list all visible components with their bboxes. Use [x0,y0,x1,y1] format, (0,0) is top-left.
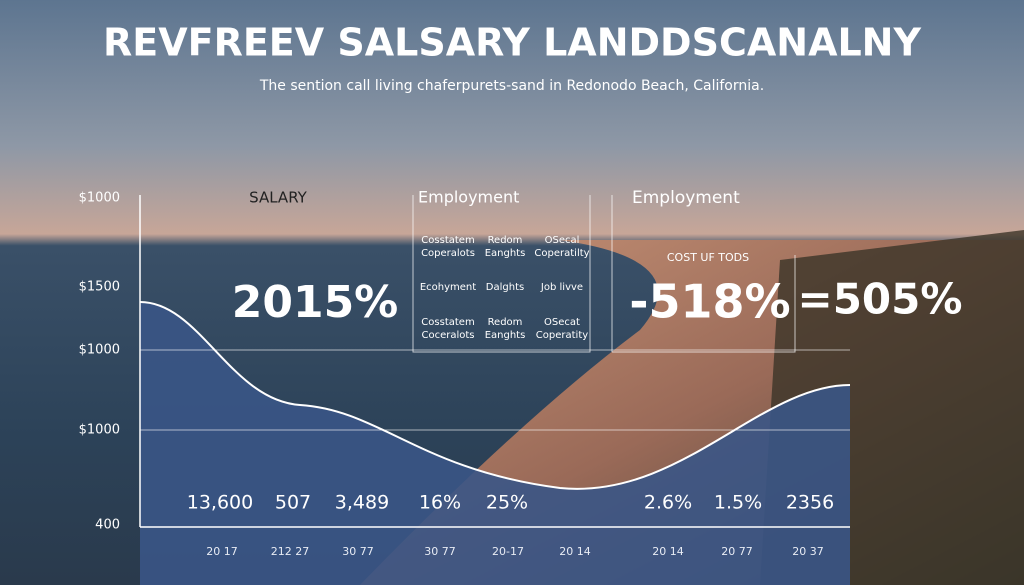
year-label: 20 14 [559,545,591,558]
panel-cell: Cosstatem Coperalots [421,235,475,259]
year-label: 30 77 [342,545,374,558]
panel-cell: OSecat Coperatity [536,317,588,341]
bottom-value: 25% [486,492,528,514]
year-label: 20 37 [792,545,824,558]
panel-cell: Redom Eanghts [485,317,526,341]
cost-value: =505% [798,275,963,324]
year-label: 30 77 [424,545,456,558]
panel-cell: OSecal Coperatilty [534,235,589,259]
axis-label: $1000 [79,423,120,438]
subtitle: The sention call living chaferpurets-san… [259,78,764,94]
bottom-value: 16% [419,492,461,514]
salary-value: 2015% [232,277,399,328]
cost-value: -518% [629,275,790,329]
panel-cell: Ecohyment [420,282,476,293]
title: REVFREEV SALSARY LANDDSCANALNY [103,21,922,65]
year-label: 212 27 [271,545,310,558]
year-label: 20 17 [206,545,238,558]
bottom-value: 2356 [786,492,834,514]
curve [139,301,851,490]
panel-title: Employment [632,188,740,208]
panel-title: Employment [418,188,519,207]
salary-label: SALARY [249,189,307,207]
year-label: 20-17 [492,545,524,558]
bottom-value: 13,600 [187,492,253,514]
year-label: 20 77 [721,545,753,558]
year-label: 20 14 [652,545,684,558]
panel-cell: Redom Eanghts [485,235,526,259]
panel-cell: Job livve [540,282,583,293]
panel-cell: Cosstatem Coceralots [421,317,474,341]
axis-label: $1000 [79,191,120,206]
bottom-value: 2.6% [644,492,692,514]
axis-label: $1000 [79,343,120,358]
axis-label: 400 [95,518,120,533]
axis-label: $1500 [79,280,120,295]
panel-cell: Dalghts [486,282,524,293]
bottom-value: 1.5% [714,492,762,514]
cost-label: COST UF TODS [667,251,749,264]
panel-frame [412,195,796,353]
bottom-value: 507 [275,492,311,514]
area [140,302,850,585]
bottom-value: 3,489 [335,492,389,514]
